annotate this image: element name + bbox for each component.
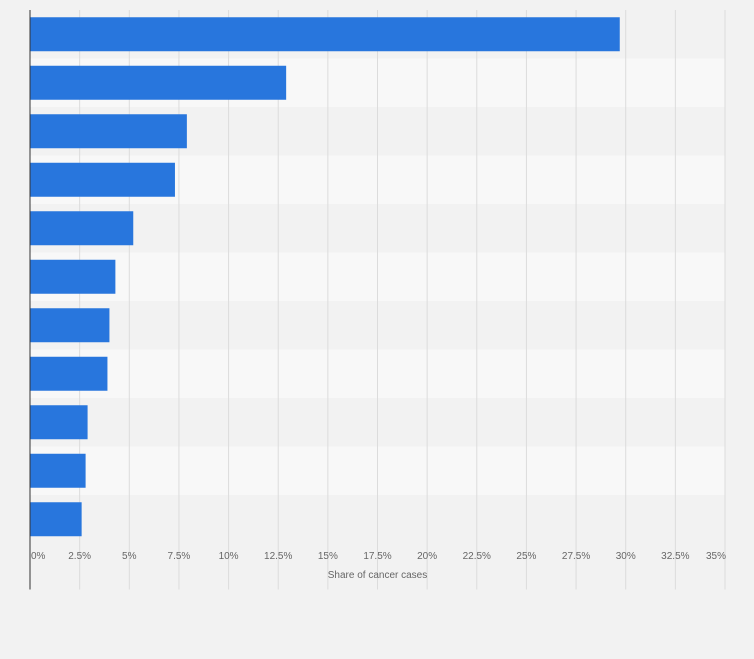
x-axis-title: Share of cancer cases — [328, 570, 428, 581]
bar — [30, 65, 287, 100]
bar — [30, 502, 82, 537]
bar — [30, 453, 86, 488]
bar — [30, 114, 187, 149]
bar — [30, 211, 134, 246]
x-tick-label: 5% — [122, 551, 137, 562]
x-tick-label: 0% — [31, 551, 46, 562]
bar — [30, 17, 620, 52]
gridlines — [79, 10, 726, 590]
x-tick-label: 22.5% — [463, 551, 491, 562]
x-tick-label: 17.5% — [363, 551, 391, 562]
x-tick-label: 32.5% — [661, 551, 689, 562]
x-tick-labels: 0% 2.5% 5% 7.5% 10% 12.5% 15% 17.5% 20% 22.5% 25% 2… — [31, 551, 726, 562]
x-tick-label: 27.5% — [562, 551, 590, 562]
x-tick-label: 10% — [219, 551, 239, 562]
x-tick-label: 20% — [417, 551, 437, 562]
x-tick-label: 25% — [516, 551, 536, 562]
x-tick-label: 2.5% — [68, 551, 91, 562]
bar — [30, 308, 110, 343]
x-tick-label: 12.5% — [264, 551, 292, 562]
x-tick-label: 30% — [616, 551, 636, 562]
x-tick-label: 15% — [318, 551, 338, 562]
bar — [30, 356, 108, 391]
bars — [30, 17, 620, 537]
x-tick-label: 35% — [706, 551, 726, 562]
bar — [30, 162, 175, 197]
x-tick-label: 7.5% — [168, 551, 191, 562]
bar — [30, 259, 116, 294]
bar — [30, 405, 88, 440]
